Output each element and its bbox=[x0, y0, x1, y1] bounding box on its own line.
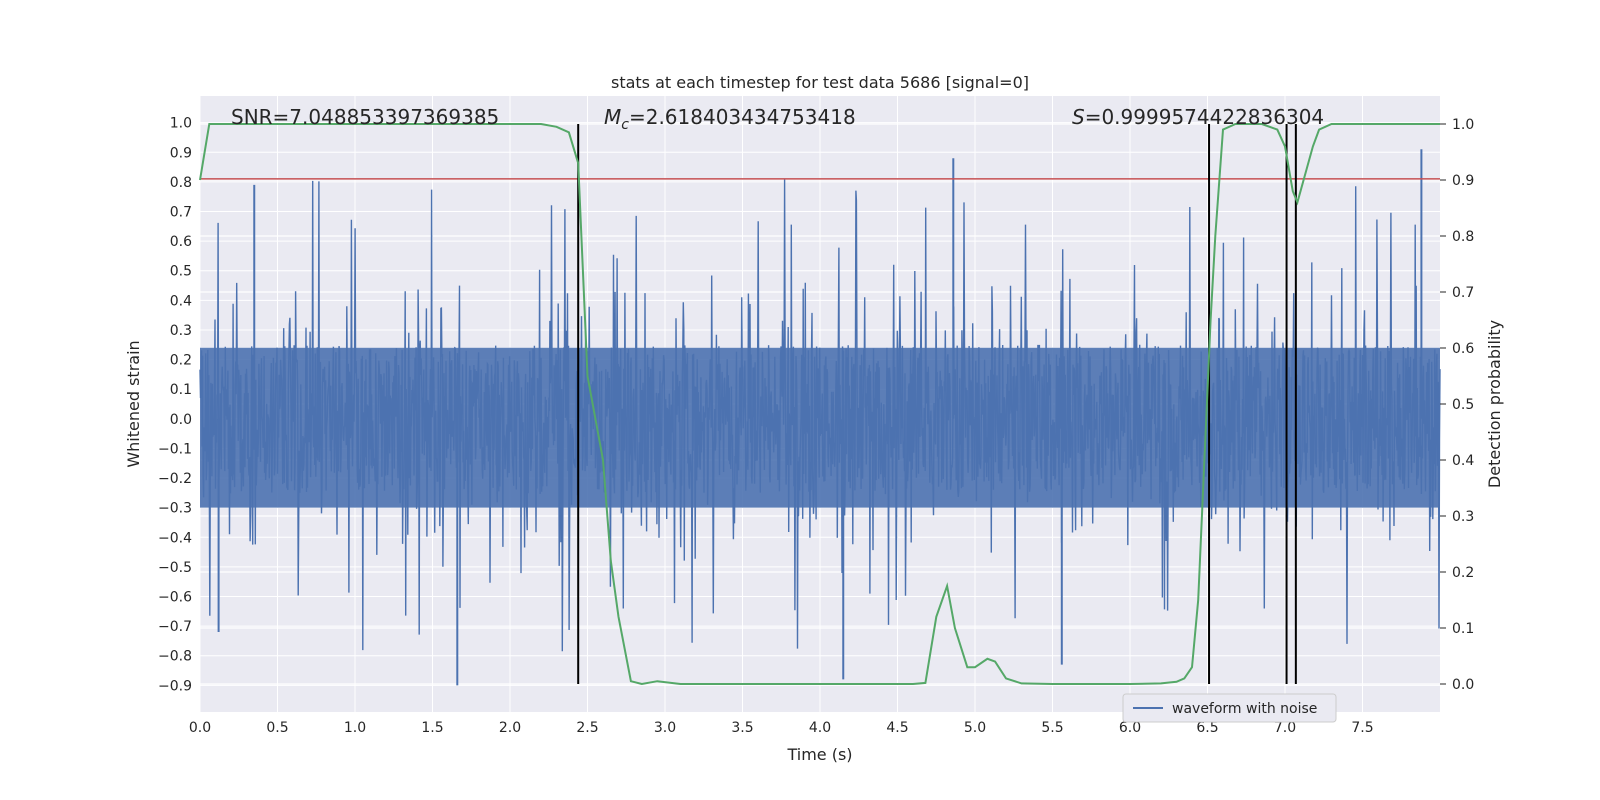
x-tick-label: 0.5 bbox=[266, 720, 288, 736]
y-tick-label: 0.0 bbox=[170, 412, 192, 428]
y-axis-ticks: −0.9 −0.8 −0.7 −0.6 −0.5 −0.4 −0.3 −0.2 −0.1 0.0 0… bbox=[158, 116, 192, 695]
y-tick-label: −0.9 bbox=[158, 678, 192, 694]
y-tick-label: −0.7 bbox=[158, 619, 192, 635]
legend: waveform with noise bbox=[1122, 693, 1337, 723]
x-tick-label: 3.0 bbox=[654, 720, 676, 736]
chirp-mass-subscript: c bbox=[621, 117, 629, 133]
x-axis-label: Time (s) bbox=[786, 745, 852, 764]
x-tick-label: 1.0 bbox=[344, 720, 366, 736]
y2-axis-ticks: 0.0 0.1 0.2 0.3 0.4 0.5 0.6 0.7 0.8 0.9 1.0 bbox=[1440, 117, 1474, 693]
legend-box bbox=[1122, 693, 1337, 723]
y-axis-label: Whitened strain bbox=[124, 340, 143, 467]
y-tick-label: 0.8 bbox=[170, 175, 192, 191]
reference-lines bbox=[200, 124, 1440, 684]
y-tick-label: −0.8 bbox=[158, 649, 192, 665]
y-tick-label: 0.2 bbox=[170, 353, 192, 369]
y-tick-label: −0.2 bbox=[158, 471, 192, 487]
chart-title: stats at each timestep for test data 568… bbox=[611, 73, 1029, 92]
chirp-mass-value: =2.618403434753418 bbox=[629, 105, 856, 129]
y-tick-label: −0.3 bbox=[158, 501, 192, 517]
y-tick-label: 0.5 bbox=[170, 264, 192, 280]
chirp-mass-annotation: Mc=2.618403434753418 bbox=[604, 105, 856, 133]
x-tick-label: 1.5 bbox=[421, 720, 443, 736]
y-tick-label: −0.4 bbox=[158, 530, 192, 546]
x-tick-label: 6.5 bbox=[1196, 720, 1218, 736]
waveform-series bbox=[199, 149, 1441, 686]
y2-tick-label: 1.0 bbox=[1452, 117, 1474, 133]
x-tick-label: 2.5 bbox=[576, 720, 598, 736]
x-tick-label: 7.5 bbox=[1351, 720, 1373, 736]
y-tick-label: 0.1 bbox=[170, 382, 192, 398]
x-tick-label: 5.5 bbox=[1041, 720, 1063, 736]
y-tick-label: −0.6 bbox=[158, 590, 192, 606]
x-tick-label: 2.0 bbox=[499, 720, 521, 736]
y2-tick-label: 0.5 bbox=[1452, 397, 1474, 413]
score-value: =0.9999574422836304 bbox=[1085, 105, 1324, 129]
probability-series bbox=[199, 123, 1440, 686]
x-tick-label: 6.0 bbox=[1119, 720, 1141, 736]
y-tick-label: 0.7 bbox=[170, 205, 192, 221]
x-tick-label: 7.0 bbox=[1274, 720, 1296, 736]
x-tick-label: 5.0 bbox=[964, 720, 986, 736]
y2-tick-label: 0.2 bbox=[1452, 565, 1474, 581]
chirp-mass-symbol: M bbox=[604, 105, 621, 129]
y-tick-label: 0.6 bbox=[170, 234, 192, 250]
y2-tick-label: 0.7 bbox=[1452, 285, 1474, 301]
waveform-dense-band bbox=[200, 347, 1440, 508]
legend-label: waveform with noise bbox=[1172, 701, 1317, 717]
y-tick-label: −0.5 bbox=[158, 560, 192, 576]
y-tick-label: 0.3 bbox=[170, 323, 192, 339]
snr-annotation: SNR=7.048853397369385 bbox=[231, 105, 499, 129]
y-tick-label: −0.1 bbox=[158, 441, 192, 457]
probability-line bbox=[199, 123, 1440, 686]
x-tick-label: 4.5 bbox=[886, 720, 908, 736]
score-symbol: S bbox=[1072, 105, 1085, 129]
y2-tick-label: 0.6 bbox=[1452, 341, 1474, 357]
y-tick-label: 0.9 bbox=[170, 145, 192, 161]
x-axis-ticks: 0.0 0.5 1.0 1.5 2.0 2.5 3.0 3.5 4.0 4.5 5.0 5.5 6.0 6… bbox=[189, 720, 1374, 736]
y2-tick-label: 0.0 bbox=[1452, 677, 1474, 693]
y-tick-label: 0.4 bbox=[170, 293, 192, 309]
y-tick-label: 1.0 bbox=[170, 116, 192, 132]
x-tick-label: 3.5 bbox=[731, 720, 753, 736]
x-tick-label: 0.0 bbox=[189, 720, 211, 736]
y2-tick-label: 0.9 bbox=[1452, 173, 1474, 189]
score-annotation: S=0.9999574422836304 bbox=[1072, 105, 1324, 129]
y2-tick-label: 0.1 bbox=[1452, 621, 1474, 637]
y2-axis-label: Detection probability bbox=[1485, 320, 1504, 488]
y2-tick-label: 0.4 bbox=[1452, 453, 1474, 469]
y2-tick-label: 0.8 bbox=[1452, 229, 1474, 245]
x-tick-label: 4.0 bbox=[809, 720, 831, 736]
y2-tick-label: 0.3 bbox=[1452, 509, 1474, 525]
